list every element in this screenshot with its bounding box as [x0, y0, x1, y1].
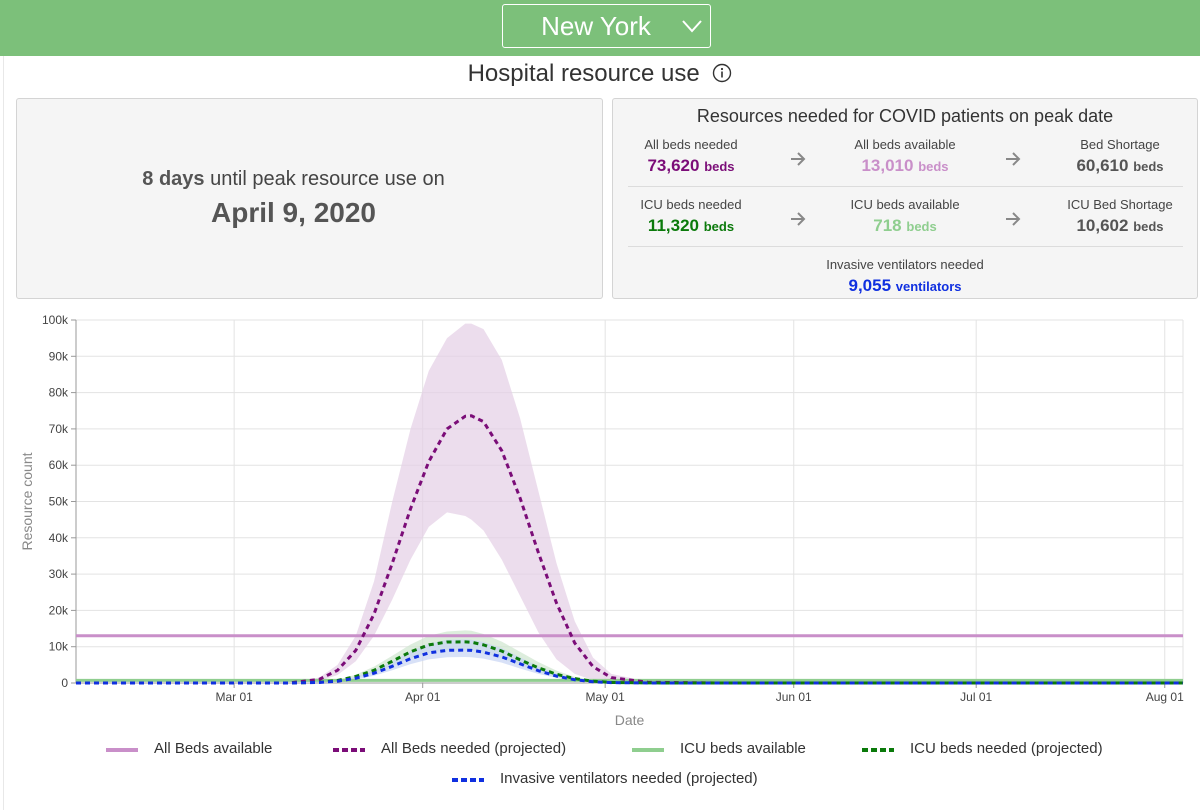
y-tick-label: 20k [49, 603, 69, 617]
legend-all-beds-available[interactable]: All Beds available [106, 739, 272, 759]
legend-label: All Beds needed (projected) [381, 740, 567, 757]
y-tick-label: 60k [49, 458, 69, 472]
row-divider [628, 246, 1183, 247]
peak-card [16, 98, 603, 299]
all-beds-needed-label: All beds needed [644, 137, 738, 152]
legend-ventilators-needed[interactable]: Invasive ventilators needed (projected) [452, 769, 758, 789]
y-tick-label: 30k [49, 567, 69, 581]
legend-all-beds-needed[interactable]: All Beds needed (projected) [333, 739, 566, 759]
info-icon[interactable] [712, 63, 732, 83]
all-beds-available: All beds available 13,010 beds [830, 136, 980, 176]
ventilators-value: 9,055 [848, 276, 892, 295]
icu-bed-shortage: ICU Bed Shortage 10,602 beds [1050, 196, 1190, 236]
icu-bed-shortage-value: 10,602 [1076, 216, 1129, 235]
arrow-right-icon [791, 152, 806, 166]
legend-swatch [862, 748, 894, 752]
legend-label: All Beds available [154, 740, 273, 757]
icu-beds-needed-line [76, 640, 1183, 685]
legend-label: ICU beds needed (projected) [910, 740, 1103, 757]
y-tick-label: 90k [49, 349, 69, 363]
all-beds-available-value: 13,010 [861, 156, 914, 175]
icu-bed-shortage-unit: beds [1133, 219, 1164, 234]
arrow-right-icon [791, 212, 806, 226]
ventilators-unit: ventilators [895, 279, 962, 294]
all-beds-needed-band [76, 323, 1183, 683]
x-tick-label: Aug 01 [1146, 690, 1184, 704]
icu-beds-available-label: ICU beds available [850, 197, 960, 212]
icu-bed-shortage-label: ICU Bed Shortage [1067, 197, 1173, 212]
state-select-dropdown[interactable]: New York [502, 4, 711, 48]
icu-beds-available-unit: beds [906, 219, 937, 234]
legend-icu-beds-needed[interactable]: ICU beds needed (projected) [862, 739, 1103, 759]
legend-label: ICU beds available [680, 740, 806, 757]
peak-date: April 9, 2020 [211, 197, 376, 228]
chevron-down-icon [682, 20, 702, 33]
y-tick-label: 70k [49, 422, 69, 436]
page-title: Hospital resource use [0, 58, 1200, 90]
resources-title: Resources needed for COVID patients on p… [696, 106, 1114, 126]
arrow-right-icon [1006, 152, 1021, 166]
x-tick-label: May 01 [585, 690, 625, 704]
icu-beds-needed-unit: beds [703, 219, 735, 234]
x-tick-label: Mar 01 [215, 690, 253, 704]
icu-beds-needed-band [76, 630, 1183, 683]
y-tick-label: 40k [49, 531, 69, 545]
x-tick-label: Jul 01 [960, 690, 992, 704]
days-text: until peak resource use on [210, 168, 445, 190]
bed-shortage: Bed Shortage 60,610 beds [1050, 136, 1190, 176]
resources-card [612, 98, 1198, 299]
ventilators-needed-band [76, 639, 1183, 683]
all-beds-needed: All beds needed 73,620 beds [626, 136, 756, 176]
left-border [3, 56, 4, 810]
bed-shortage-unit: beds [1133, 159, 1164, 174]
y-tick-label: 100k [42, 313, 69, 327]
days-count: 8 days [142, 168, 205, 190]
y-tick-label: 80k [49, 386, 69, 400]
page-title-text: Hospital resource use [467, 60, 700, 87]
y-tick-label: 50k [49, 495, 69, 509]
legend-icu-beds-available[interactable]: ICU beds available [632, 739, 806, 759]
all-beds-needed-unit: beds [704, 159, 735, 174]
icu-beds-needed-value: 11,320 [647, 216, 699, 235]
all-beds-needed-line [76, 414, 1183, 685]
arrow-right-icon [1006, 212, 1021, 226]
legend-swatch [452, 778, 484, 782]
ventilators-needed: Invasive ventilators needed 9,055 ventil… [800, 256, 1010, 296]
all-beds-needed-value: 73,620 [647, 156, 700, 175]
state-select-value: New York [541, 11, 651, 41]
legend-swatch [106, 748, 138, 752]
y-tick-label: 10k [49, 640, 69, 654]
legend-swatch [632, 748, 664, 752]
legend-label: Invasive ventilators needed (projected) [500, 770, 758, 787]
icu-beds-needed: ICU beds needed 11,320 beds [626, 196, 756, 236]
all-beds-available-unit: beds [918, 159, 949, 174]
days-until-peak: 8 days until peak resource use on [0, 166, 587, 192]
y-tick-label: 0 [61, 676, 68, 690]
y-axis-title: Resource count [19, 452, 35, 550]
icu-beds-available: ICU beds available 718 beds [830, 196, 980, 236]
top-bar [0, 0, 1200, 56]
icu-beds-needed-label: ICU beds needed [640, 197, 742, 212]
all-beds-available-label: All beds available [854, 137, 956, 152]
x-tick-label: Apr 01 [405, 690, 441, 704]
icu-beds-available-value: 718 [873, 216, 902, 235]
ventilators-needed-line [76, 648, 1183, 685]
x-axis-title: Date [615, 712, 645, 728]
resource-chart: 0 10k 20k 30k 40k 50k 60k 70k 80k 90k 100k Mar 01 Ap… [19, 313, 1184, 728]
legend-swatch [333, 748, 365, 752]
x-tick-label: Jun 01 [776, 690, 812, 704]
ventilators-label: Invasive ventilators needed [826, 257, 984, 272]
bed-shortage-label: Bed Shortage [1080, 137, 1160, 152]
row-divider [628, 186, 1183, 187]
bed-shortage-value: 60,610 [1076, 156, 1129, 175]
